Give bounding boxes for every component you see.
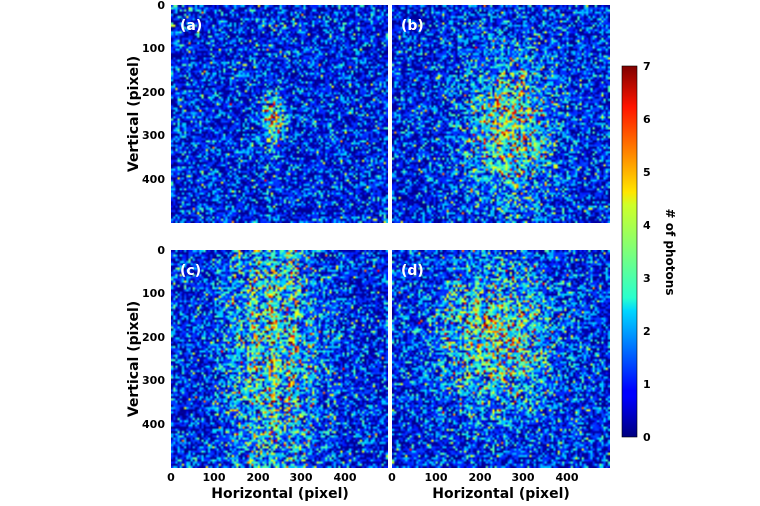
y-tick-label: 400 — [142, 418, 165, 431]
panel-d: (d) — [392, 250, 610, 468]
x-tick-label: 300 — [512, 471, 535, 484]
colorbar-ticks: 0 1 2 3 4 5 6 7 — [643, 60, 651, 444]
x-tick-label: 300 — [290, 471, 313, 484]
x-tick-label: 0 — [167, 471, 175, 484]
colorbar-tick-label: 2 — [643, 325, 651, 338]
y-tick-label: 200 — [142, 86, 165, 99]
x-tick-label: 0 — [388, 471, 396, 484]
colorbar-tick-label: 5 — [643, 166, 651, 179]
y-tick-label: 200 — [142, 331, 165, 344]
panel-a: (a) — [171, 5, 388, 223]
panel-c: (c) — [171, 250, 388, 468]
y-tick-label: 400 — [142, 173, 165, 186]
colorbar-tick-label: 3 — [643, 272, 651, 285]
x-axis-left: 0 100 200 300 400 — [167, 471, 357, 484]
x-tick-label: 200 — [469, 471, 492, 484]
panel-b: (b) — [392, 5, 610, 223]
panel-d-image — [392, 250, 610, 468]
x-tick-label: 200 — [247, 471, 270, 484]
panel-b-label: (b) — [401, 18, 424, 34]
colorbar: 0 1 2 3 4 5 6 7 # of photons — [621, 60, 677, 444]
colorbar-tick-label: 6 — [643, 113, 651, 126]
x-axis-title-right: Horizontal (pixel) — [432, 486, 570, 502]
colorbar-tick-label: 0 — [643, 431, 651, 444]
y-tick-label: 100 — [142, 287, 165, 300]
panel-d-label: (d) — [401, 263, 424, 279]
x-tick-label: 400 — [556, 471, 579, 484]
y-axis-title-bottom: Vertical (pixel) — [126, 301, 142, 417]
panel-a-image — [171, 5, 388, 223]
x-tick-label: 400 — [334, 471, 357, 484]
colorbar-tick-label: 7 — [643, 60, 651, 73]
colorbar-gradient — [621, 65, 638, 438]
y-tick-label: 300 — [142, 374, 165, 387]
y-axis-top: 0 100 200 300 400 — [142, 0, 165, 186]
panel-a-label: (a) — [180, 18, 202, 34]
x-axis-right: 0 100 200 300 400 — [388, 471, 579, 484]
y-axis-bottom: 0 100 200 300 400 — [142, 244, 165, 431]
y-axis-title-top: Vertical (pixel) — [126, 56, 142, 172]
colorbar-title: # of photons — [663, 209, 677, 296]
y-tick-label: 300 — [142, 129, 165, 142]
colorbar-tick-label: 4 — [643, 219, 651, 232]
panel-c-image — [171, 250, 388, 468]
y-tick-label: 100 — [142, 42, 165, 55]
x-tick-label: 100 — [203, 471, 226, 484]
y-tick-label: 0 — [157, 0, 165, 12]
panel-b-image — [392, 5, 610, 223]
colorbar-tick-label: 1 — [643, 378, 651, 391]
panel-c-label: (c) — [180, 263, 201, 279]
x-tick-label: 100 — [425, 471, 448, 484]
y-tick-label: 0 — [157, 244, 165, 257]
x-axis-title-left: Horizontal (pixel) — [211, 486, 349, 502]
